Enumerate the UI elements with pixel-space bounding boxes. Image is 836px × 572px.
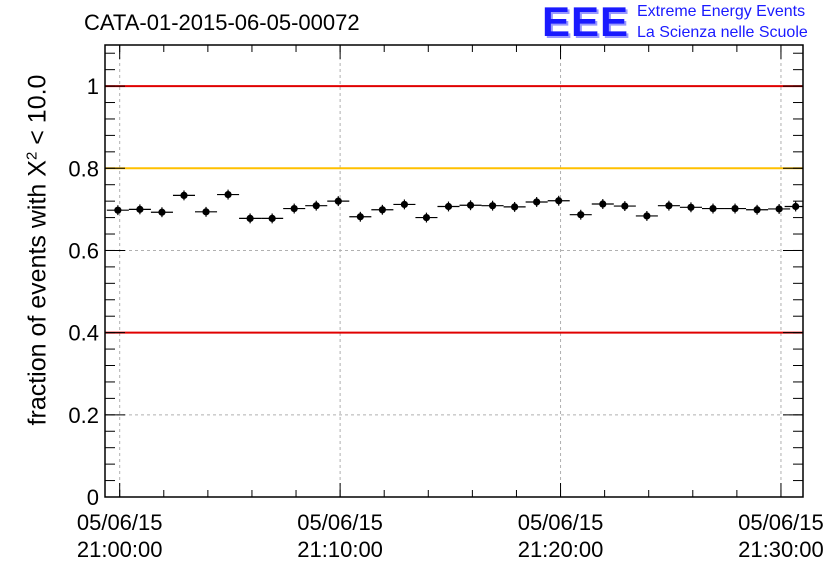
logo-line-2: La Scienza nelle Scuole bbox=[637, 24, 808, 41]
data-point bbox=[158, 208, 166, 216]
y-tick-label: 0.8 bbox=[68, 156, 99, 181]
x-tick-label-date: 05/06/15 bbox=[77, 510, 163, 535]
data-point bbox=[511, 203, 519, 211]
data-point bbox=[356, 213, 364, 221]
x-tick-label-time: 21:00:00 bbox=[77, 537, 163, 562]
x-tick-label-time: 21:10:00 bbox=[297, 537, 383, 562]
data-point bbox=[444, 202, 453, 211]
data-point bbox=[466, 201, 475, 209]
y-tick-label: 0.4 bbox=[68, 321, 99, 346]
y-axis-label-superscript: 2 bbox=[23, 151, 41, 161]
data-point bbox=[731, 204, 739, 213]
data-point bbox=[555, 197, 563, 205]
data-point bbox=[599, 200, 607, 208]
y-tick-label: 1 bbox=[87, 74, 99, 99]
data-series bbox=[106, 189, 803, 224]
x-tick-label-date: 05/06/15 bbox=[738, 510, 824, 535]
data-point bbox=[775, 205, 783, 213]
eee-logo: EEE Extreme Energy Events La Scienza nel… bbox=[542, 0, 832, 46]
data-point bbox=[268, 214, 276, 223]
run-title: CATA-01-2015-06-05-00072 bbox=[84, 10, 360, 35]
data-point bbox=[422, 213, 431, 222]
logo-mark: EEE bbox=[542, 0, 630, 45]
grid-lines bbox=[105, 45, 803, 497]
data-point bbox=[643, 212, 651, 220]
data-point bbox=[246, 214, 254, 223]
x-tick-label-date: 05/06/15 bbox=[297, 510, 383, 535]
data-point bbox=[290, 204, 298, 213]
x-tick-label-time: 21:20:00 bbox=[518, 537, 604, 562]
data-point bbox=[621, 202, 629, 210]
y-axis-label-suffix: < 10.0 bbox=[23, 74, 52, 152]
data-point bbox=[180, 191, 188, 199]
data-point bbox=[312, 202, 320, 210]
data-point bbox=[378, 206, 386, 214]
y-axis-label-prefix: fraction of events with X bbox=[23, 160, 52, 426]
data-point bbox=[665, 202, 673, 210]
x-tick-label-time: 21:30:00 bbox=[738, 537, 824, 562]
logo-line-1: Extreme Energy Events bbox=[637, 3, 806, 20]
data-point bbox=[792, 202, 800, 211]
data-point bbox=[687, 203, 695, 211]
y-tick-label: 0.6 bbox=[68, 238, 99, 263]
y-axis-label: fraction of events with X2 < 10.0 bbox=[23, 75, 52, 426]
data-point bbox=[400, 200, 409, 209]
data-point bbox=[753, 206, 761, 214]
data-point bbox=[488, 202, 497, 210]
data-point bbox=[114, 206, 122, 214]
y-tick-label: 0 bbox=[87, 485, 99, 510]
y-tick-label: 0.2 bbox=[68, 403, 99, 428]
data-point bbox=[334, 197, 342, 205]
data-point bbox=[709, 204, 717, 213]
data-point bbox=[202, 208, 210, 216]
axis-ticks bbox=[105, 45, 803, 498]
plot-frame bbox=[104, 44, 804, 498]
reference-lines bbox=[105, 85, 803, 334]
x-tick-label-date: 05/06/15 bbox=[518, 510, 604, 535]
data-point bbox=[224, 190, 232, 199]
data-point bbox=[577, 211, 585, 219]
data-point bbox=[136, 205, 144, 213]
data-point bbox=[533, 198, 541, 206]
tick-labels: 00.20.40.60.8105/06/1521:00:0005/06/1521… bbox=[68, 74, 823, 562]
